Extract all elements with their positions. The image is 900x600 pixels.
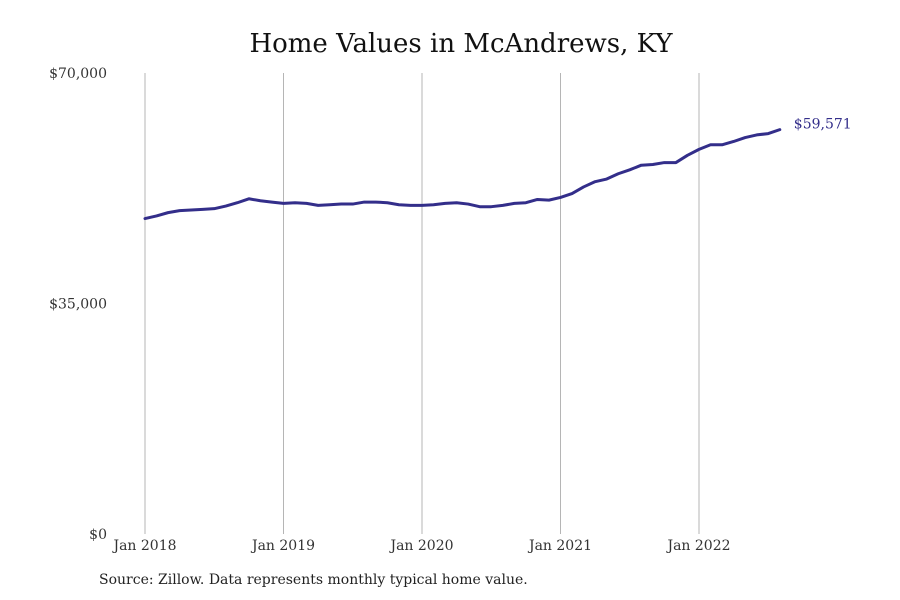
x-axis-ticks: Jan 2018 Jan 2019 Jan 2020 Jan 2021 Jan 2022: [111, 538, 730, 554]
series-line: [143, 128, 782, 221]
x-tick-label: Jan 2020: [388, 538, 453, 554]
x-tick-label: Jan 2018: [111, 538, 176, 554]
x-tick-label: Jan 2021: [527, 538, 592, 554]
gridlines: [144, 73, 700, 534]
chart-title: Home Values in McAndrews, KY: [249, 29, 673, 59]
source-note: Source: Zillow. Data represents monthly …: [99, 572, 528, 588]
x-tick-label: Jan 2019: [250, 538, 315, 554]
y-tick-label: $70,000: [49, 66, 107, 82]
x-tick-label: Jan 2022: [665, 538, 730, 554]
end-value-label: $59,571: [794, 117, 852, 133]
y-axis-ticks: $0 $35,000 $70,000: [49, 66, 107, 543]
y-tick-label: $0: [89, 527, 107, 543]
y-tick-label: $35,000: [49, 297, 107, 313]
